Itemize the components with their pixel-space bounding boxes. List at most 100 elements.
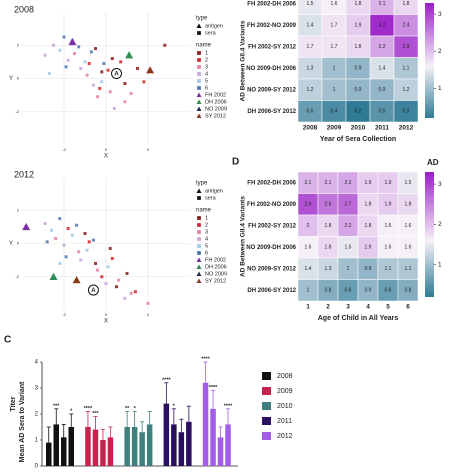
point [163, 43, 167, 47]
point [108, 246, 112, 250]
legend-symbol [196, 188, 202, 193]
point [112, 106, 116, 110]
cell-label: 2.4 [403, 23, 410, 29]
row-label: NO 2009-DH 2006 [246, 245, 296, 251]
point [85, 248, 89, 252]
point [117, 278, 121, 282]
point [45, 240, 49, 244]
legend-label: 4 [205, 71, 208, 77]
point [91, 238, 95, 242]
legend-swatch [262, 387, 271, 395]
legend-label: 2009 [277, 388, 293, 395]
bar [124, 427, 130, 466]
legend-symbol [196, 113, 202, 118]
bar [210, 408, 216, 466]
point [70, 233, 74, 237]
point [68, 37, 77, 46]
cell-label: 1.1 [405, 266, 412, 272]
y-tick-label: 0 [17, 241, 20, 246]
bar [178, 432, 185, 466]
cell-label: 1.2 [403, 87, 410, 93]
legend-symbol [197, 230, 201, 234]
x-tick-label: 1 [306, 304, 310, 311]
cell-label: 1.7 [331, 23, 338, 29]
bar [186, 421, 192, 466]
cell-label: 1.8 [365, 202, 372, 208]
cell-label: 1.8 [355, 44, 362, 50]
significance-label: **** [209, 385, 218, 391]
y-tick-label: 0 [17, 76, 20, 81]
cell-label: 1.3 [307, 66, 314, 72]
row-label: NO 2009-SY 2012 [247, 266, 297, 272]
bar [92, 429, 99, 466]
point [108, 90, 112, 94]
cell-label: 1 [307, 288, 310, 294]
cell-label: 0.3 [403, 109, 410, 115]
point [123, 100, 127, 104]
legend-label: DH 2006 [205, 99, 227, 105]
heatmap-cell [393, 100, 419, 123]
legend-symbol [196, 271, 202, 276]
annotation-circle [111, 68, 122, 80]
x-tick-label: 2009 [327, 125, 342, 132]
cell-label: 0.8 [325, 288, 332, 294]
significance-label: **** [224, 403, 233, 409]
x-tick-label: 6 [406, 304, 410, 311]
point [102, 62, 106, 66]
legend-title: type [196, 16, 208, 22]
cell-label: 1.8 [405, 202, 412, 208]
legend-label: FH 2002 [205, 92, 226, 98]
cell-label: 1.6 [385, 245, 392, 251]
colorbar-tick-label: 1 [438, 261, 442, 268]
point [115, 285, 118, 289]
cell-label: 1.6 [405, 245, 412, 251]
legend-label: 6 [205, 250, 208, 256]
point [43, 53, 47, 57]
point [125, 51, 134, 59]
significance-label: ** [125, 406, 130, 412]
cell-label: 0.9 [379, 87, 386, 93]
cell-label: 1.9 [385, 180, 392, 186]
cell-label: 1 [333, 66, 336, 72]
point [54, 237, 58, 241]
row-label: NO 2009-SY 2012 [247, 87, 297, 93]
point [104, 281, 108, 285]
panel-label: C [4, 335, 11, 346]
point [96, 95, 100, 99]
legend-symbol [197, 237, 201, 241]
point [62, 35, 66, 39]
legend-swatch [262, 372, 271, 380]
point [129, 91, 133, 95]
annotation: A [114, 72, 119, 78]
chart-title: 2008 [14, 4, 34, 14]
legend-label: 2012 [277, 433, 293, 440]
legend-symbol [197, 216, 201, 220]
significance-label: **** [201, 356, 210, 362]
point [129, 291, 133, 295]
heatmap-cell [397, 279, 419, 302]
y-axis-label: Titer [10, 396, 17, 411]
legend-symbol [197, 58, 201, 62]
x-axis-label: Year of Sera Collection [320, 136, 396, 143]
cell-label: 0.2 [355, 109, 362, 115]
cell-label: 2 [307, 223, 310, 229]
y-tick-label: 0 [35, 464, 39, 470]
point [110, 256, 114, 260]
point [75, 223, 79, 227]
bar [46, 442, 52, 466]
point [58, 261, 62, 265]
cell-label: 2.7 [345, 202, 352, 208]
legend-symbol [196, 264, 202, 269]
point [110, 57, 114, 61]
chart-title: 2012 [14, 169, 34, 179]
y-tick-label: -2 [15, 109, 19, 114]
cell-label: 1.6 [405, 223, 412, 229]
point [146, 66, 155, 74]
x-tick-label: 2 [326, 304, 330, 311]
colorbar-title: AD [427, 158, 439, 167]
annotation-circle [87, 284, 99, 296]
bar [100, 440, 106, 466]
cell-label: 1.5 [307, 1, 314, 7]
legend-symbol [196, 92, 202, 97]
legend-label: 5 [205, 243, 208, 249]
